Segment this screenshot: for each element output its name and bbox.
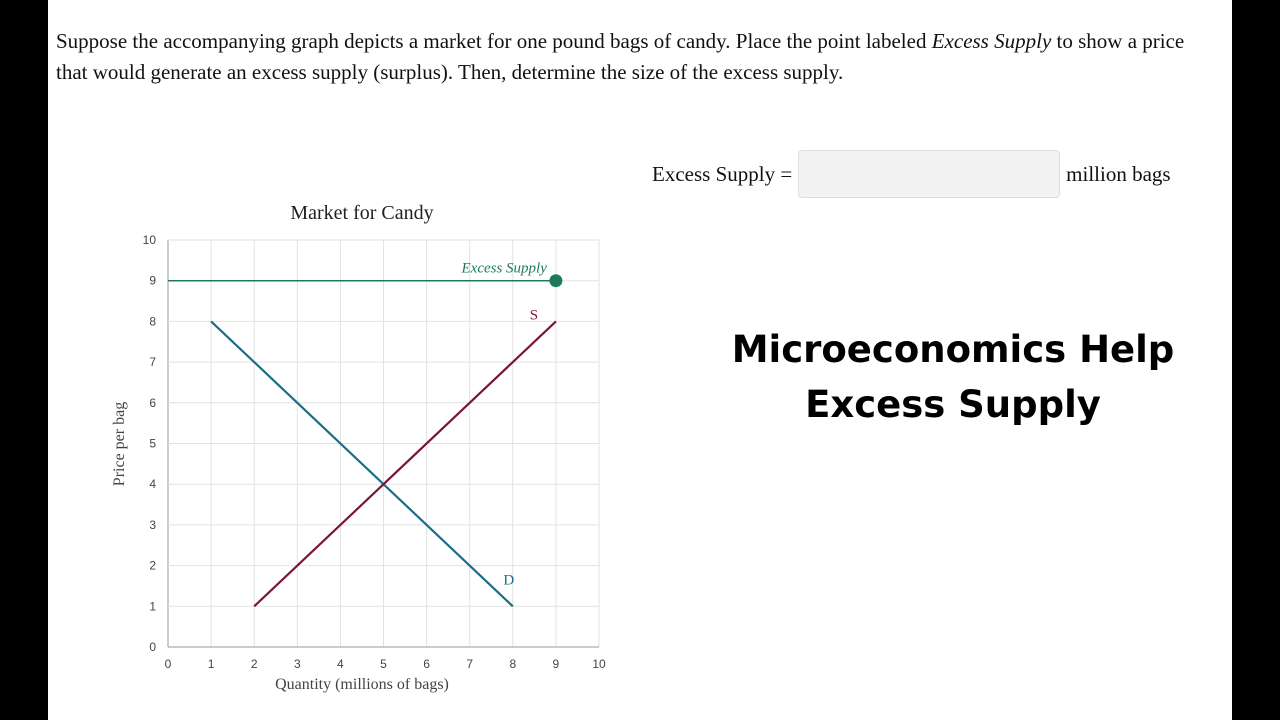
chart-title: Market for Candy [290, 202, 433, 224]
y-tick-label: 4 [149, 477, 156, 491]
x-tick-label: 0 [165, 657, 172, 671]
demand-curve [210, 320, 514, 608]
excess-supply-label: Excess Supply [461, 261, 548, 277]
x-tick-label: 5 [380, 657, 387, 671]
x-tick-label: 6 [423, 657, 430, 671]
x-tick-label: 3 [294, 657, 301, 671]
y-tick-label: 9 [149, 274, 156, 288]
excess-supply-input[interactable] [798, 150, 1061, 198]
y-tick-label: 3 [149, 518, 156, 532]
promo-line-1: Microeconomics Help [731, 328, 1175, 371]
question-text: Suppose the accompanying graph depicts a… [56, 26, 1216, 88]
question-emphasis: Excess Supply [931, 29, 1052, 53]
supply-label: S [530, 307, 538, 323]
x-tick-label: 7 [466, 657, 473, 671]
promo-line-2: Excess Supply [805, 383, 1101, 426]
x-tick-label: 8 [509, 657, 516, 671]
y-tick-label: 5 [149, 437, 156, 451]
y-tick-label: 0 [149, 640, 156, 654]
x-tick-label: 10 [592, 657, 606, 671]
x-tick-label: 2 [251, 657, 258, 671]
y-tick-label: 6 [149, 396, 156, 410]
demand-label: D [503, 572, 514, 588]
x-tick-label: 1 [208, 657, 215, 671]
x-tick-label: 4 [337, 657, 344, 671]
x-axis-label: Quantity (millions of bags) [275, 676, 449, 693]
page: Suppose the accompanying graph depicts a… [48, 0, 1232, 720]
y-tick-label: 2 [149, 559, 156, 573]
y-tick-label: 10 [143, 233, 157, 247]
promo-banner: Microeconomics Help Excess Supply [708, 322, 1198, 432]
y-tick-label: 8 [149, 314, 156, 328]
y-tick-label: 7 [149, 355, 156, 369]
answer-row: Excess Supply = million bags [652, 148, 1171, 200]
supply-curve [253, 320, 557, 608]
answer-unit: million bags [1066, 161, 1171, 186]
question-part: Suppose the accompanying graph depicts a… [56, 29, 932, 53]
question-part: to show a price that would generate an e… [56, 29, 1185, 84]
x-tick-label: 9 [553, 657, 560, 671]
y-tick-label: 1 [149, 599, 156, 613]
answer-label: Excess Supply = [652, 161, 793, 186]
y-axis-label: Price per bag [111, 402, 128, 486]
excess-supply-point[interactable] [549, 274, 563, 288]
